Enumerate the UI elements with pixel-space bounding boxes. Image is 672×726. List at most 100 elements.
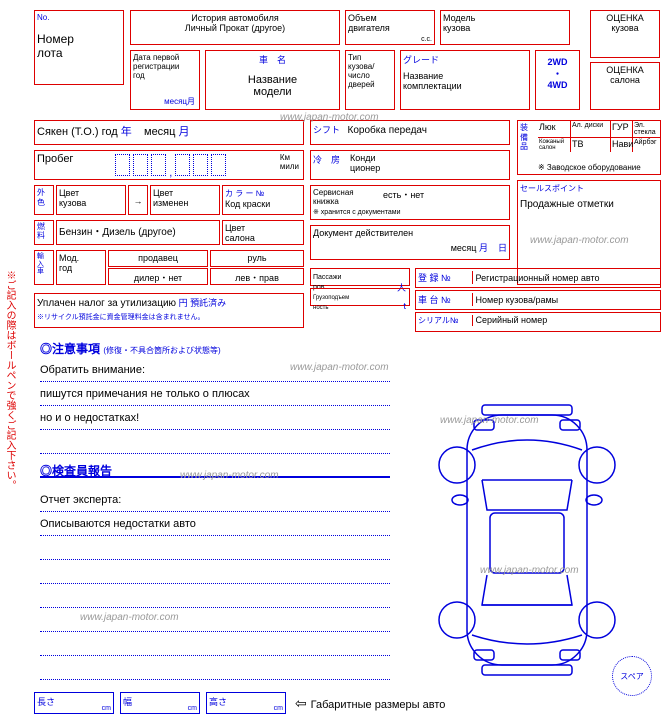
history-box: История автомобиля Личный Прокат (другое… [130,10,340,45]
length-box: 長さcm [34,692,114,714]
attention-l3: но и о недостатках! [40,412,390,430]
spare-tire: スペア [612,656,652,696]
shaken-month: месяц [144,126,175,138]
blank-line [40,436,390,454]
fuel-text-box: Бензин・Дизель (другое) [56,220,220,245]
equip-navi: Нави [611,138,633,152]
service-yesno: есть・нет [383,188,424,206]
engine-unit: с.с. [421,36,432,43]
recycle-box: Уплачен налог за утилизацию 円 預託済み ※リサイク… [34,293,304,328]
watermark: www.japan-motor.com [290,362,389,373]
import-jp-box: 輸 入 車 [34,250,54,285]
inspector-l1: Отчет эксперта: [40,494,390,512]
body-type-box: Тип кузова/ число дверей [345,50,395,110]
watermark: www.japan-motor.com [530,235,629,246]
width-box: 幅cm [120,692,200,714]
blank-line-2 [40,542,390,560]
dealer-box: дилер・нет [108,268,208,285]
height-box: 高さcm [206,692,286,714]
shift-jp: シフト [313,125,340,135]
shaken-label: Сякен (Т.О.) год [37,126,118,138]
reg-box: 登 録 № Регистрационный номер авто [415,268,661,288]
blank-line-7 [40,662,390,680]
grade-jp: グレード [403,53,527,66]
equip-sunroof: Люк [538,121,571,137]
mileage-box: Пробег , Км мили [34,150,304,180]
watermark: www.japan-motor.com [440,415,539,426]
blank-line-3 [40,566,390,584]
load-box: Грузоподъем ность t [310,288,410,306]
doc-box: Документ действителен месяц 月 日 [310,225,510,260]
recycle-text: Уплачен налог за утилизацию [37,298,176,309]
rating-body-box: ОЦЕНКА кузова [590,10,660,58]
blank-line-6 [40,638,390,656]
equip-ps: ГУР [611,121,633,137]
shift-box: シフト Коробка передач [310,120,510,145]
equip-box: 装 備 品 Люк Ал. диски ГУР Эл. стекла Кожан… [517,120,661,175]
first-reg-box: Дата первой регистрации год месяц月 [130,50,200,110]
car-name-box: 車 名 Название модели [205,50,340,110]
color-code-box: カ ラ ー № Код краски [222,185,304,215]
pass-box: Пассажи ров 人 [310,268,410,286]
first-reg-month: месяц月 [164,96,195,107]
side-box: лев・прав [210,268,304,285]
drive-box: 2WD ・ 4WD [535,50,580,110]
serial-box: シリアル№ Серийный номер [415,312,661,332]
body-type-label: Тип кузова/ число дверей [348,53,392,89]
equip-tv: ТВ [571,138,611,152]
first-reg-label: Дата первой регистрации год [133,53,197,80]
equip-leather: Кожаный салон [538,138,571,152]
rating-interior-box: ОЦЕНКА салона [590,62,660,110]
equip-factory: ※ Заводское оборудование [538,163,641,172]
mileage-unit: Км мили [280,153,299,171]
fuel-jp-box: 燃 料 [34,220,54,245]
attention-l2: пишутся примечания не только о плюсах [40,388,390,406]
service-note: ※ хранится с документами [313,208,507,216]
watermark: www.japan-motor.com [480,565,579,576]
equip-airbag: Айрбэг [633,138,660,152]
dims-arrow: ⇦ Габаритные размеры авто [295,695,445,712]
ext-color-jp: 外 色 [34,185,54,215]
rating-interior: ОЦЕНКА салона [593,65,657,85]
equip-glass: Эл. стекла [633,121,660,137]
mileage-label: Пробег [37,153,73,165]
model-year-box: Мод. год [56,250,106,285]
sales-ru: Продажные отметки [520,199,658,210]
grade-ru: Название комплектации [403,71,527,91]
shaken-box: Сякен (Т.О.) год 年 месяц 月 [34,120,304,145]
recycle-jp: 円 預託済み [179,298,227,308]
equip-alloy: Ал. диски [571,121,611,137]
shift-ru: Коробка передач [348,125,427,136]
engine-title: Объем двигателя [348,13,432,33]
doc-label: Документ действителен [313,228,507,238]
watermark: www.japan-motor.com [180,470,279,481]
body-model-box: Модель кузова [440,10,570,45]
history-title: История автомобиля [133,13,337,23]
interior-color-box: Цвет салона [222,220,304,245]
seller-box: продавец [108,250,208,267]
shaken-m: 月 [179,126,190,138]
drive-dot: ・ [538,67,577,80]
lot-title: Номер лота [37,32,121,60]
color-arrow-box: → [128,185,148,215]
ac-box: 冷 房 Конди ционер [310,150,510,180]
engine-box: Объем двигателя с.с. [345,10,435,45]
grade-box: グレード Название комплектации [400,50,530,110]
inspector-l2: Описываются недостатки авто [40,518,390,536]
ac-jp: 冷 房 [313,155,340,165]
steering-box: руль [210,250,304,267]
blank-line-4 [40,590,390,608]
watermark: www.japan-motor.com [80,612,179,623]
side-note: ※ご記入の際はボールペンで強くご記入下さい。 [2,270,17,490]
car-name-ru: Название модели [208,74,337,98]
lot-no-label: No. [37,13,121,22]
drive-2wd: 2WD [538,57,577,67]
watermark: www.japan-motor.com [280,112,379,123]
recycle-note: ※リサイクル預託金に資金管理料金は含まれません。 [37,312,301,322]
rating-body: ОЦЕНКА кузова [593,13,657,33]
car-diagram [412,395,642,685]
sales-jp: セールスポイント [520,183,658,194]
shaken-year: 年 [121,126,132,138]
body-model-title: Модель кузова [443,13,567,33]
service-box: Сервисная книжка есть・нет ※ хранится с д… [310,185,510,220]
